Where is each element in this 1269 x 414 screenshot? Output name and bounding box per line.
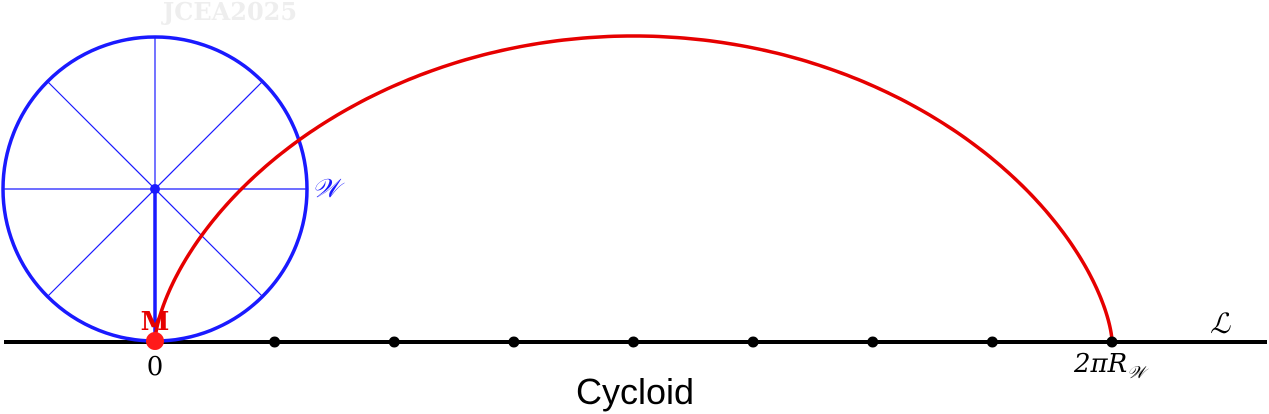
end-label-main: 2πR xyxy=(1073,349,1127,379)
diagram-title: Cycloid xyxy=(576,371,694,412)
baseline-tick xyxy=(986,336,998,348)
line-label: ℒ xyxy=(1210,307,1231,340)
point-m-label: M xyxy=(141,307,170,337)
baseline-tick xyxy=(388,336,400,348)
origin-label: 0 xyxy=(147,352,164,382)
end-label: 2πR𝒲 xyxy=(1073,349,1149,383)
point-m xyxy=(146,332,164,350)
end-label-subscript: 𝒲 xyxy=(1127,363,1149,383)
baseline-tick xyxy=(269,336,281,348)
baseline-tick xyxy=(867,336,879,348)
baseline-tick xyxy=(1106,336,1118,348)
baseline-tick xyxy=(747,336,759,348)
cycloid-curve xyxy=(153,34,1114,341)
wheel-label: 𝒲 xyxy=(312,174,345,204)
baseline-ticks xyxy=(269,336,1118,348)
baseline-tick xyxy=(628,336,639,348)
watermark: JCEA2025 xyxy=(161,0,297,26)
wheel-center xyxy=(150,184,160,194)
wheel xyxy=(1,35,309,343)
baseline-tick xyxy=(508,336,520,348)
